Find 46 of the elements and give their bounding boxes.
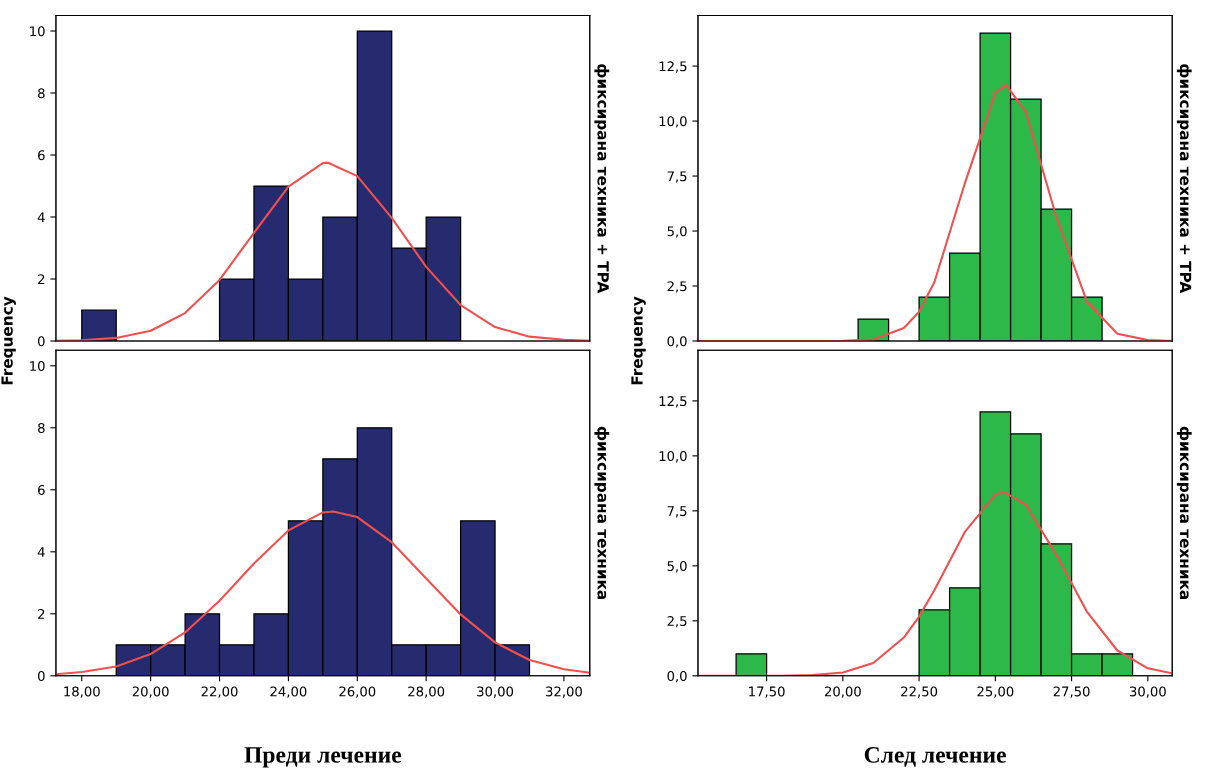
x-tick-label: 22,50 xyxy=(901,686,938,698)
y2-axis-title: фиксирана техника xyxy=(1176,426,1192,600)
y-tick-label: 5,0 xyxy=(667,561,687,573)
y-tick-label: 7,5 xyxy=(667,506,687,518)
y-axis-title: Frequency xyxy=(631,296,646,385)
x-axis-title: След лечение xyxy=(864,746,1006,767)
y-tick-label: 7,5 xyxy=(667,171,687,183)
x-tick-label: 26,00 xyxy=(339,686,376,698)
y2-axis-title: фиксирана техника xyxy=(594,426,610,600)
y-tick-label: 12,5 xyxy=(659,61,687,73)
x-tick-label: 18,00 xyxy=(64,686,100,698)
y-tick-label: 5,0 xyxy=(667,226,687,238)
x-tick-label: 28,00 xyxy=(408,686,445,698)
y-tick-label: 2,5 xyxy=(667,616,687,628)
y-tick-label: 4 xyxy=(37,547,45,557)
x-tick-label: 25,00 xyxy=(977,686,1014,698)
y-tick-label: 4 xyxy=(37,212,45,223)
x-axis-title: Преди лечение xyxy=(244,747,402,768)
x-tick-label: 20,00 xyxy=(824,686,861,698)
x-tick-label: 27,50 xyxy=(1053,686,1090,698)
y-tick-label: 6 xyxy=(38,485,45,495)
x-tick-label: 30,00 xyxy=(477,686,514,698)
y-tick-label: 0 xyxy=(37,671,45,681)
x-tick-label: 22,00 xyxy=(201,686,238,698)
y-tick-label: 10 xyxy=(30,361,45,371)
y-tick-label: 8 xyxy=(38,423,45,433)
x-tick-label: 20,00 xyxy=(132,686,169,698)
y-axis-title: Frequency xyxy=(1,296,16,385)
y-tick-label: 10,0 xyxy=(659,451,687,463)
y-tick-label: 6 xyxy=(38,150,45,161)
y-tick-label: 12,5 xyxy=(659,396,687,408)
y2-axis-title: фиксирана техника + TPA xyxy=(1176,64,1192,294)
y-tick-label: 0,0 xyxy=(667,671,687,683)
y-tick-label: 2 xyxy=(38,274,45,285)
x-tick-label: 24,00 xyxy=(270,686,307,698)
y-tick-label: 2,5 xyxy=(667,281,687,293)
y-tick-label: 8 xyxy=(38,88,45,99)
x-tick-label: 17,50 xyxy=(749,686,785,698)
y-tick-label: 0 xyxy=(37,336,45,347)
y-tick-label: 10,0 xyxy=(659,116,687,128)
x-tick-label: 32,00 xyxy=(546,686,582,698)
y-tick-label: 10 xyxy=(30,26,45,37)
y-tick-label: 2 xyxy=(38,609,45,619)
y2-axis-title: фиксирана техника + TPA xyxy=(594,64,610,294)
y-tick-label: 0,0 xyxy=(667,336,687,348)
x-tick-label: 30,00 xyxy=(1129,686,1166,698)
